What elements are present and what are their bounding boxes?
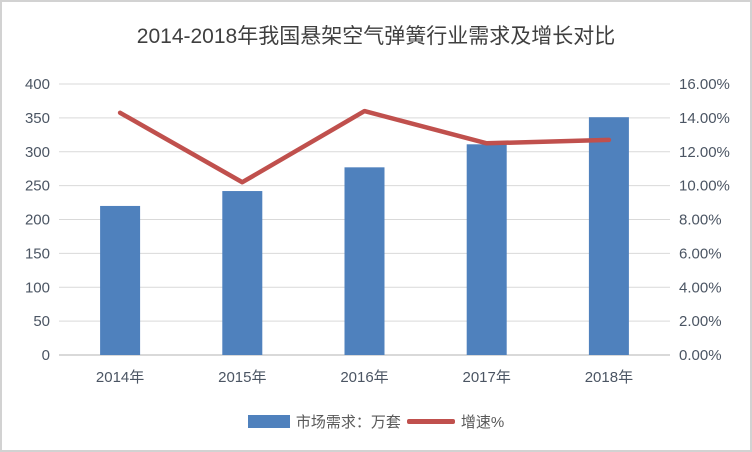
left-axis-tick: 400 — [25, 76, 50, 93]
legend-line-swatch-icon — [406, 419, 455, 424]
chart-title: 2014-2018年我国悬架空气弹簧行业需求及增长对比 — [136, 25, 616, 48]
legend-line-label: 增速% — [460, 414, 505, 431]
legend: 市场需求：万套 增速% — [2, 411, 750, 432]
right-axis-tick: 2.00% — [679, 313, 722, 330]
bar-2018年 — [588, 117, 629, 355]
right-axis-tick: 8.00% — [679, 212, 722, 229]
legend-bar-label: 市场需求：万套 — [295, 414, 401, 431]
left-axis-tick: 200 — [25, 212, 50, 229]
bar-2015年 — [222, 191, 263, 355]
left-axis-tick: 50 — [33, 313, 50, 330]
right-axis-tick: 6.00% — [679, 245, 722, 262]
growth-line — [117, 108, 612, 185]
left-axis-tick: 250 — [25, 178, 50, 195]
left-axis-tick: 150 — [25, 245, 50, 262]
right-axis-tick: 0.00% — [679, 347, 722, 364]
bar-2014年 — [100, 205, 141, 355]
left-axis-tick: 350 — [25, 110, 50, 127]
x-axis-category-label: 2016年 — [340, 369, 388, 386]
left-axis-tick: 0 — [42, 347, 50, 364]
right-axis-tick: 16.00% — [679, 76, 730, 93]
right-axis-tick: 14.00% — [679, 110, 730, 127]
bar-2016年 — [344, 167, 385, 355]
legend-bar-swatch-icon — [247, 415, 290, 428]
x-axis-category-label: 2014年 — [96, 369, 144, 386]
right-axis-tick: 10.00% — [679, 178, 730, 195]
left-axis-tick: 300 — [25, 144, 50, 161]
x-axis-category-label: 2015年 — [218, 369, 266, 386]
right-axis-tick: 4.00% — [679, 279, 722, 296]
left-axis-tick: 100 — [25, 279, 50, 296]
x-axis-category-label: 2018年 — [585, 369, 633, 386]
right-axis-tick: 12.00% — [679, 144, 730, 161]
bar-2017年 — [466, 144, 507, 355]
x-axis-category-label: 2017年 — [463, 369, 511, 386]
